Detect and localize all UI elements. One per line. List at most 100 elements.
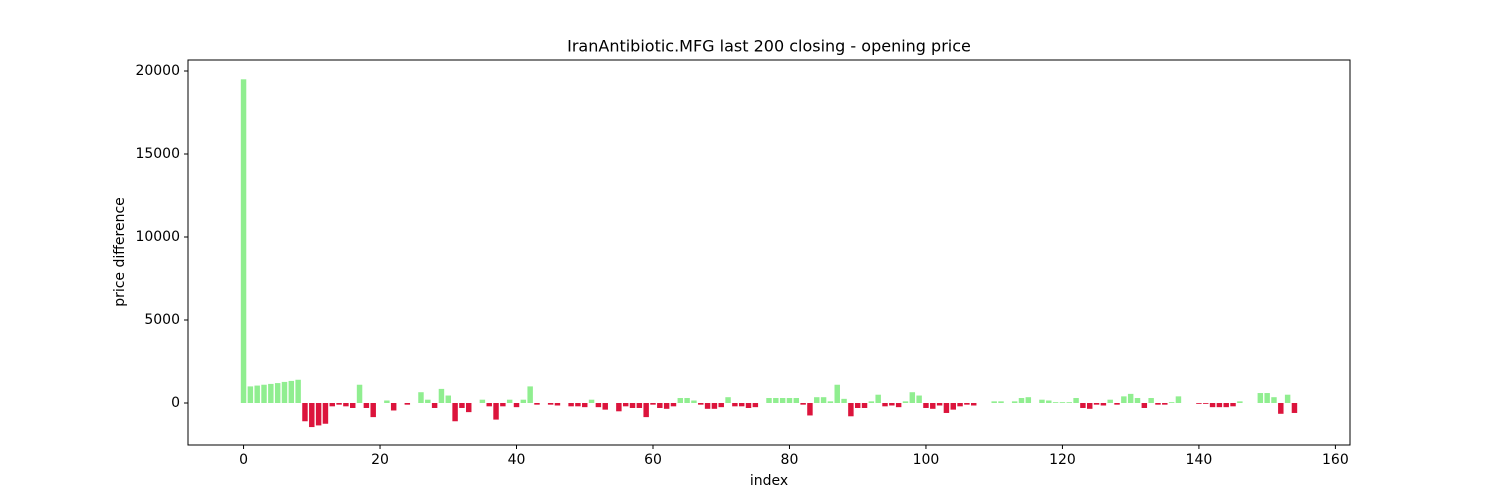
bar bbox=[493, 403, 499, 420]
bar bbox=[677, 398, 684, 404]
bar bbox=[950, 403, 956, 410]
bar bbox=[998, 401, 1004, 404]
bar bbox=[1114, 403, 1120, 405]
bar bbox=[779, 398, 786, 404]
bar bbox=[582, 403, 588, 408]
bar bbox=[329, 403, 335, 407]
bar bbox=[575, 403, 581, 407]
bar bbox=[479, 399, 486, 404]
bar bbox=[295, 379, 301, 404]
bar bbox=[711, 403, 718, 409]
bar bbox=[240, 79, 247, 404]
bar bbox=[636, 403, 643, 408]
x-tick-label: 140 bbox=[1186, 452, 1213, 468]
y-tick-label: 15000 bbox=[135, 146, 180, 162]
bar bbox=[1237, 401, 1243, 404]
bar bbox=[1291, 403, 1298, 413]
bar bbox=[1223, 403, 1229, 408]
x-tick-label: 40 bbox=[508, 452, 526, 468]
bar bbox=[807, 403, 813, 416]
y-axis-label: price difference bbox=[112, 197, 128, 307]
bar bbox=[268, 383, 274, 404]
bar bbox=[1011, 401, 1018, 404]
bar bbox=[595, 403, 602, 408]
bar bbox=[889, 403, 895, 406]
x-tick-label: 160 bbox=[1322, 452, 1349, 468]
bar bbox=[943, 403, 950, 413]
bar bbox=[1052, 402, 1059, 404]
bar bbox=[404, 403, 411, 405]
bar bbox=[568, 403, 574, 407]
bar bbox=[745, 403, 752, 408]
bar bbox=[964, 403, 970, 405]
bar bbox=[868, 401, 875, 404]
bar bbox=[704, 403, 711, 409]
y-tick-label: 10000 bbox=[135, 229, 180, 245]
bar bbox=[302, 403, 308, 422]
bar bbox=[1175, 396, 1182, 404]
bar bbox=[957, 403, 963, 407]
bar bbox=[356, 384, 363, 404]
bar bbox=[425, 399, 431, 404]
bar bbox=[616, 403, 622, 412]
bar bbox=[1134, 398, 1141, 404]
chart-title: IranAntibiotic.MFG last 200 closing - op… bbox=[567, 37, 971, 56]
bar bbox=[547, 403, 554, 405]
bar bbox=[1257, 393, 1264, 404]
bar bbox=[336, 403, 342, 405]
bar bbox=[875, 394, 881, 404]
bar bbox=[309, 403, 315, 428]
bar bbox=[1216, 403, 1223, 408]
bar bbox=[698, 403, 704, 405]
x-tick-label: 120 bbox=[1049, 452, 1076, 468]
bar bbox=[848, 403, 854, 417]
bar bbox=[657, 403, 663, 408]
bar bbox=[650, 403, 656, 405]
bar bbox=[1271, 397, 1277, 404]
x-axis-label: index bbox=[750, 473, 788, 489]
bar bbox=[663, 403, 670, 409]
bar bbox=[923, 403, 929, 408]
bar bbox=[370, 403, 376, 418]
bar bbox=[445, 395, 451, 404]
y-tick-label: 5000 bbox=[144, 312, 180, 328]
bar bbox=[1073, 398, 1079, 404]
bar bbox=[684, 398, 690, 404]
bar bbox=[1168, 402, 1175, 404]
bar bbox=[643, 403, 649, 418]
bar bbox=[459, 403, 465, 408]
bar bbox=[1230, 403, 1236, 407]
bar bbox=[384, 400, 390, 404]
bar bbox=[909, 392, 916, 404]
bar bbox=[732, 403, 738, 407]
bar bbox=[1284, 394, 1291, 404]
bar bbox=[793, 398, 800, 404]
bar bbox=[322, 403, 329, 424]
bar bbox=[452, 403, 458, 422]
bar bbox=[486, 403, 492, 407]
bar bbox=[288, 380, 295, 404]
bar bbox=[1264, 393, 1270, 404]
bar bbox=[670, 403, 677, 407]
bar bbox=[602, 403, 608, 410]
bar bbox=[752, 403, 759, 408]
bar bbox=[1121, 396, 1127, 404]
bar bbox=[1278, 403, 1284, 414]
bar bbox=[1127, 393, 1134, 404]
bar bbox=[527, 386, 533, 404]
bar bbox=[861, 403, 868, 408]
bar bbox=[916, 395, 922, 404]
bar bbox=[1039, 399, 1045, 404]
bar bbox=[1203, 403, 1209, 404]
bar bbox=[814, 397, 820, 404]
bar bbox=[513, 403, 520, 408]
bar bbox=[854, 403, 861, 408]
bar bbox=[1107, 399, 1113, 404]
bar bbox=[1155, 403, 1161, 405]
bar bbox=[902, 401, 909, 404]
bar bbox=[500, 403, 506, 407]
bar bbox=[1059, 402, 1066, 404]
bar bbox=[520, 399, 527, 404]
bar bbox=[1025, 397, 1032, 404]
